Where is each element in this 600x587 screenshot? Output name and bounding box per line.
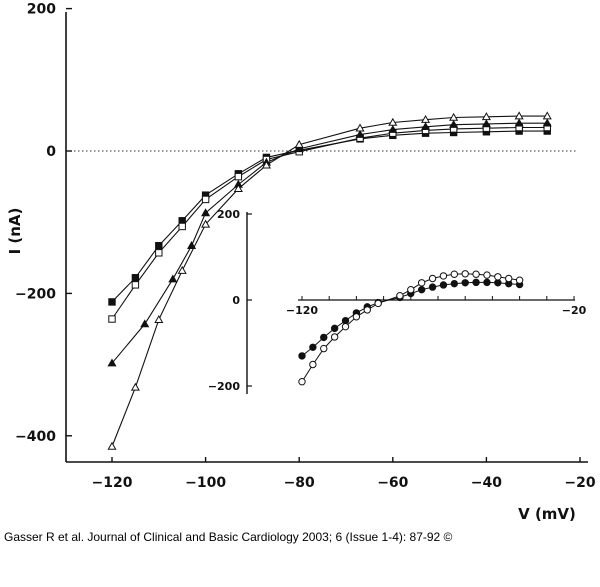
data-point-filled-triangle [201, 208, 211, 217]
data-point-open-square [131, 281, 140, 289]
data-point-filled-triangle [481, 119, 491, 128]
main-markers [107, 111, 552, 450]
data-point-open-triangle [481, 112, 491, 121]
y-tick-label: 200 [27, 2, 56, 18]
inset-data-point-filled-circle [461, 279, 469, 287]
data-point-open-triangle [514, 111, 524, 120]
data-point-filled-square [131, 274, 140, 282]
main-curves [111, 115, 548, 447]
series-line-filled-square [111, 130, 548, 303]
inset-markers [298, 270, 524, 386]
inset-data-point-open-circle [309, 360, 317, 369]
y-tick-label: 0 [46, 144, 56, 160]
inset-data-point-open-circle [494, 273, 502, 281]
inset-data-point-filled-circle [483, 278, 491, 287]
data-point-filled-square [155, 241, 163, 250]
inset-data-point-filled-circle [450, 279, 459, 288]
figure-citation: Gasser R et al. Journal of Clinical and … [4, 530, 453, 544]
inset-data-point-open-circle [483, 271, 491, 279]
data-point-open-triangle [542, 111, 552, 120]
inset-data-point-filled-circle [298, 352, 306, 360]
y-axis-title: I (nA) [6, 208, 24, 255]
data-point-open-triangle [154, 315, 164, 324]
inset-y-tick-label: −200 [208, 380, 241, 393]
data-point-open-triangle [130, 382, 140, 391]
inset-data-point-open-circle [439, 272, 448, 280]
x-axis-title: V (mV) [518, 505, 576, 523]
x-tick-label: −20 [564, 475, 595, 491]
inset-data-point-open-circle [472, 270, 480, 278]
inset-data-point-filled-circle [472, 278, 480, 287]
inset-data-point-open-circle [417, 279, 426, 287]
data-point-open-square [201, 195, 210, 204]
inset-ticks: 200 0 −200 −120 −20 [208, 208, 587, 393]
data-point-open-triangle [201, 219, 211, 228]
inset-data-point-filled-circle [439, 281, 448, 289]
data-point-filled-triangle [107, 358, 117, 367]
inset-data-point-open-circle [505, 274, 513, 283]
data-point-filled-triangle [514, 118, 524, 127]
data-point-open-triangle [355, 123, 365, 132]
data-point-open-triangle [449, 112, 459, 121]
data-point-open-square [108, 315, 116, 323]
inset-data-point-filled-circle [309, 343, 317, 351]
data-point-open-square [234, 172, 243, 181]
x-tick-label: −40 [471, 475, 502, 491]
inset-x-tick-label: −120 [286, 304, 319, 317]
series-line-filled-triangle [111, 122, 548, 364]
series-line-open-square [111, 126, 548, 320]
x-tick-label: −100 [185, 475, 226, 491]
x-tick-label: −60 [377, 475, 408, 491]
data-point-filled-square [108, 298, 116, 306]
data-point-open-triangle [261, 160, 271, 169]
inset-data-point-filled-circle [494, 279, 502, 287]
data-point-filled-triangle [449, 119, 459, 128]
inset-data-point-open-circle [396, 292, 404, 300]
series-line-open-triangle [111, 115, 548, 447]
inset-data-point-open-circle [320, 344, 328, 353]
inset-data-point-filled-circle [341, 316, 350, 325]
inset-data-point-open-circle [374, 299, 382, 308]
data-point-open-triangle [421, 114, 431, 123]
data-point-open-triangle [294, 139, 304, 148]
inset-data-point-filled-circle [428, 283, 437, 291]
data-point-filled-triangle [355, 129, 365, 138]
y-tick-label: −400 [15, 429, 56, 445]
inset-data-point-open-circle [330, 333, 339, 341]
data-point-open-triangle [233, 184, 243, 192]
data-point-filled-triangle [140, 319, 150, 328]
inset-data-point-filled-circle [417, 285, 426, 294]
data-point-filled-triangle [187, 241, 197, 249]
data-point-open-triangle [107, 441, 117, 450]
data-point-open-triangle [388, 117, 398, 126]
inset-data-point-open-circle [341, 322, 350, 331]
inset-data-point-open-circle [352, 313, 361, 321]
x-tick-label: −120 [92, 475, 133, 491]
data-point-open-square [155, 249, 163, 257]
inset-x-tick-label: −20 [562, 304, 587, 317]
data-point-open-triangle [177, 265, 187, 274]
data-point-filled-triangle [168, 274, 178, 283]
x-tick-label: −80 [284, 475, 315, 491]
data-point-filled-triangle [388, 124, 398, 133]
data-point-filled-triangle [294, 144, 304, 153]
inset-data-point-open-circle [363, 306, 371, 314]
data-point-filled-triangle [421, 122, 431, 131]
inset-data-point-filled-circle [320, 333, 328, 342]
data-point-open-square [178, 222, 186, 231]
inset-y-tick-label: 0 [232, 294, 240, 307]
inset-y-tick-label: 200 [217, 208, 240, 221]
inset-data-point-open-circle [450, 270, 459, 278]
inset-data-point-filled-circle [330, 324, 339, 333]
y-tick-label: −200 [15, 286, 56, 302]
inset-data-point-open-circle [407, 285, 415, 294]
inset-data-point-open-circle [515, 276, 524, 284]
inset-data-point-open-circle [298, 378, 306, 386]
inset-data-point-open-circle [461, 270, 469, 278]
data-point-filled-triangle [542, 118, 552, 127]
inset-data-point-open-circle [428, 274, 437, 283]
